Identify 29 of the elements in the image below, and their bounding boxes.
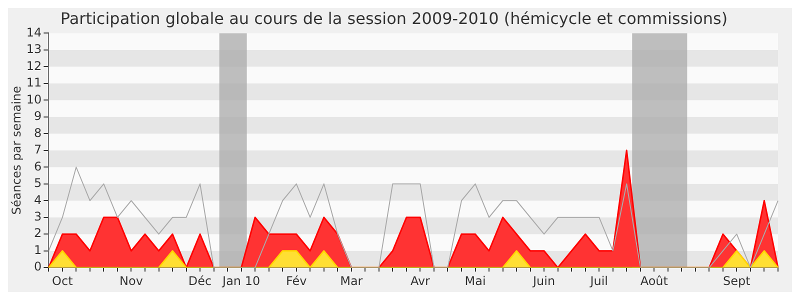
y-tick-label: 13 — [26, 42, 42, 56]
y-tick-label: 12 — [26, 58, 42, 73]
y-tick-label: 1 — [34, 242, 42, 257]
x-tick-label: Avr — [410, 274, 430, 288]
x-tick-label: Jan 10 — [222, 274, 260, 288]
y-tick-label: 10 — [26, 92, 42, 106]
y-tick-label: 7 — [34, 142, 42, 157]
x-tick-label: Mai — [464, 274, 486, 288]
y-tick-label: 5 — [34, 176, 42, 190]
x-tick-label: Juil — [589, 274, 608, 288]
y-tick-label: 4 — [34, 192, 42, 207]
y-axis-title: Séances par semaine — [9, 86, 24, 215]
y-tick-label: 8 — [34, 126, 42, 140]
x-tick-label: Déc — [188, 274, 212, 288]
y-tick-label: 2 — [34, 226, 42, 240]
y-tick-label: 14 — [26, 25, 42, 40]
x-tick-label: Août — [640, 274, 668, 288]
x-tick-label: Fév — [286, 274, 307, 288]
x-tick-label: Mar — [340, 274, 363, 288]
y-tick-label: 0 — [34, 260, 42, 274]
x-tick-label: Juin — [532, 274, 556, 288]
chart-title: Participation globale au cours de la session 2009-2010 (hémicycle et commissions) — [60, 8, 728, 28]
x-tick-label: Oct — [52, 274, 74, 288]
y-tick-label: 9 — [34, 109, 42, 124]
y-tick-label: 6 — [34, 159, 42, 174]
x-tick-label: Sept — [723, 274, 751, 288]
x-tick-label: Nov — [120, 274, 143, 288]
y-tick-label: 11 — [26, 76, 42, 90]
y-tick-label: 3 — [34, 209, 42, 224]
